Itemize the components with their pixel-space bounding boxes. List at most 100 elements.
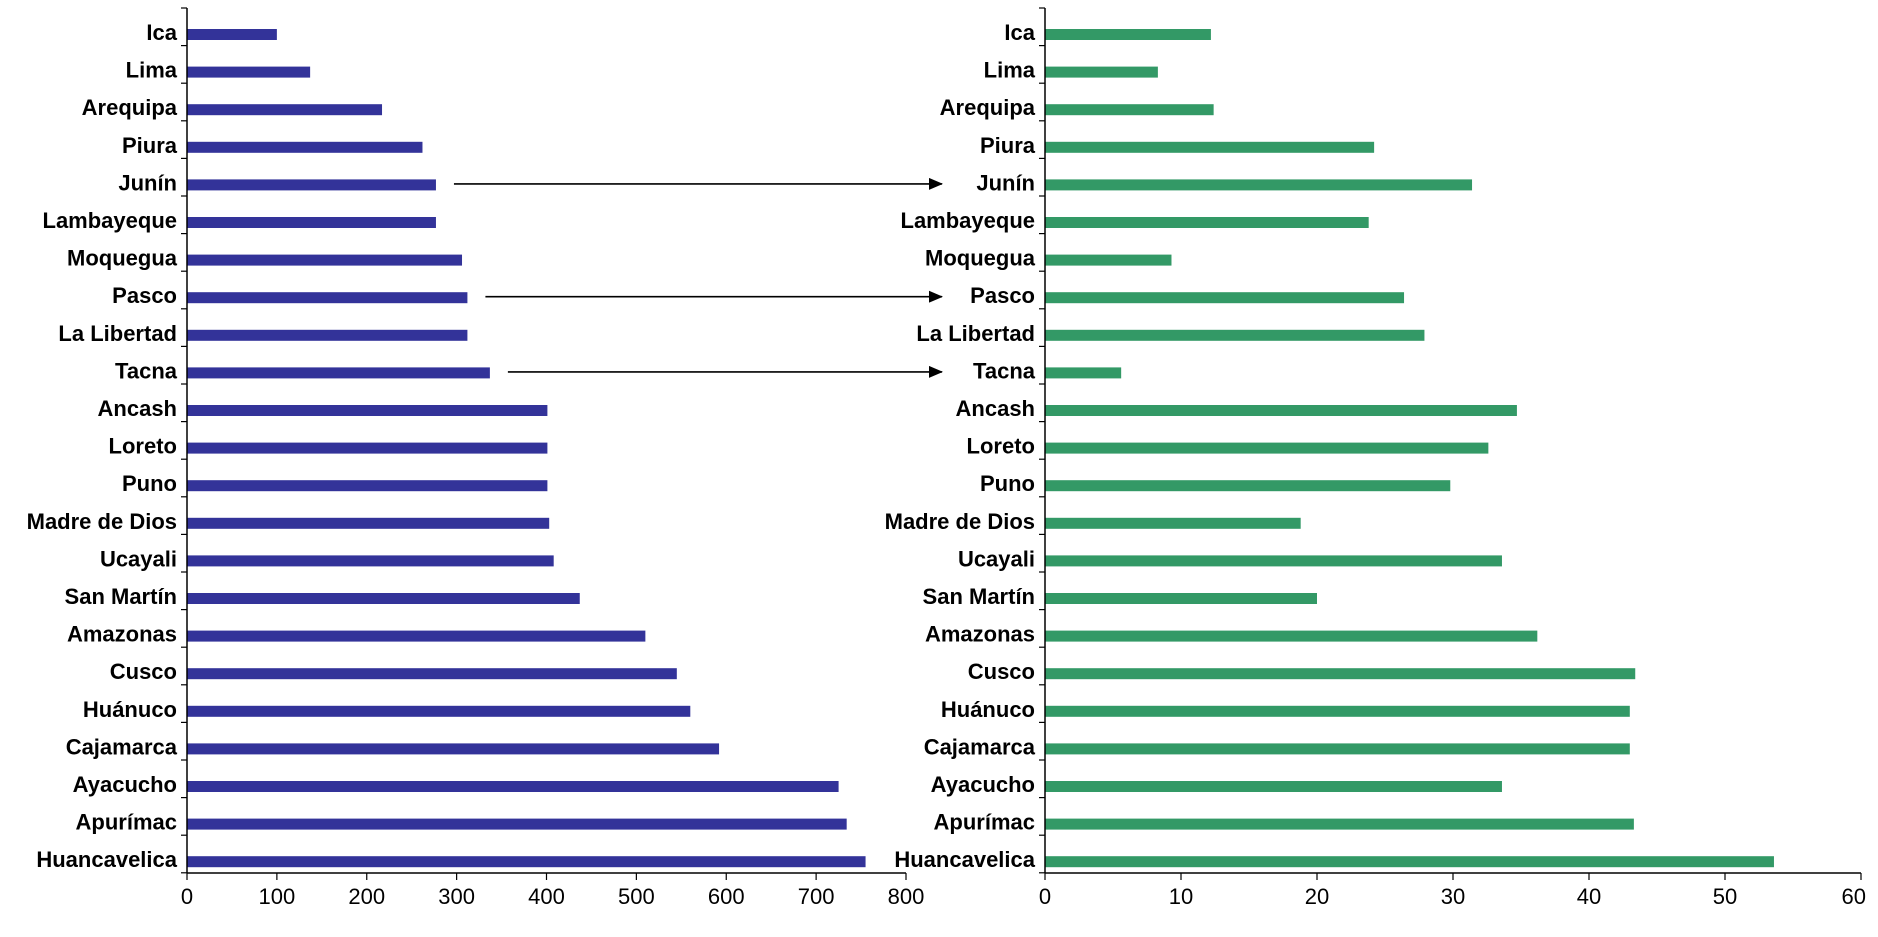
category-label-amazonas: Amazonas	[925, 622, 1035, 647]
bar-lima	[1045, 66, 1158, 78]
bar-puno	[1045, 480, 1451, 492]
category-label-apurimac: Apurímac	[76, 810, 177, 835]
x-tick-label-10: 10	[1169, 884, 1193, 909]
category-label-junin: Junín	[976, 170, 1035, 195]
category-label-ancash: Ancash	[956, 396, 1035, 421]
x-tick-label-700: 700	[798, 884, 835, 909]
bar-tacna	[187, 367, 490, 379]
category-label-amazonas: Amazonas	[67, 622, 177, 647]
x-tick-label-50: 50	[1713, 884, 1737, 909]
bar-apurimac	[1045, 818, 1634, 830]
x-tick-label-0: 0	[181, 884, 193, 909]
bar-amazonas	[187, 630, 646, 642]
category-label-moquegua: Moquegua	[925, 246, 1036, 271]
category-label-lambayeque: Lambayeque	[901, 208, 1036, 233]
category-label-huanuco: Huánuco	[941, 697, 1035, 722]
x-tick-label-600: 600	[708, 884, 745, 909]
bar-piura	[187, 141, 423, 153]
category-label-cusco: Cusco	[110, 659, 177, 684]
bar-moquegua	[187, 254, 463, 266]
category-label-tacna: Tacna	[115, 358, 178, 383]
bar-madre-de-dios	[187, 517, 550, 529]
category-label-puno: Puno	[122, 471, 177, 496]
bar-ica	[187, 29, 277, 40]
bar-cajamarca	[187, 743, 720, 755]
category-label-huancavelica: Huancavelica	[36, 847, 177, 872]
category-label-apurimac: Apurímac	[934, 810, 1035, 835]
category-label-puno: Puno	[980, 471, 1035, 496]
category-label-san-martin: San Martín	[65, 584, 177, 609]
bar-la-libertad	[1045, 329, 1425, 341]
left-bar-chart: Ica Lima Arequipa Piura Junín Lambayeque Moque…	[27, 7, 925, 909]
bar-ancash	[187, 405, 548, 416]
category-label-la-libertad: La Libertad	[58, 321, 177, 346]
category-label-moquegua: Moquegua	[67, 246, 178, 271]
category-label-madre-de-dios: Madre de Dios	[885, 509, 1035, 534]
category-label-ica: Ica	[146, 20, 177, 45]
x-tick-label-100: 100	[259, 884, 296, 909]
bar-cusco	[1045, 668, 1636, 680]
bar-cusco	[187, 668, 677, 680]
category-label-lambayeque: Lambayeque	[43, 208, 178, 233]
bar-madre-de-dios	[1045, 517, 1301, 529]
x-tick-label-400: 400	[528, 884, 565, 909]
bar-piura	[1045, 141, 1375, 153]
category-label-loreto: Loreto	[109, 434, 177, 459]
bar-ucayali	[187, 555, 554, 567]
bar-ica	[1045, 29, 1211, 40]
category-label-lima: Lima	[984, 58, 1036, 83]
category-label-la-libertad: La Libertad	[916, 321, 1035, 346]
x-tick-label-500: 500	[618, 884, 655, 909]
bar-san-martin	[187, 593, 580, 604]
bar-arequipa	[1045, 104, 1214, 116]
bar-ayacucho	[187, 781, 839, 792]
bar-lambayeque	[187, 217, 436, 228]
bar-cajamarca	[1045, 743, 1630, 755]
category-label-piura: Piura	[980, 133, 1036, 158]
comparison-arrows	[453, 177, 943, 378]
bar-moquegua	[1045, 254, 1172, 266]
bar-lambayeque	[1045, 217, 1369, 228]
category-label-ayacucho: Ayacucho	[73, 772, 177, 797]
bar-ayacucho	[1045, 781, 1502, 792]
bar-junin	[1045, 179, 1473, 191]
bar-la-libertad	[187, 329, 468, 341]
category-label-tacna: Tacna	[973, 358, 1036, 383]
category-label-ayacucho: Ayacucho	[931, 772, 1035, 797]
bar-tacna	[1045, 367, 1122, 379]
category-label-arequipa: Arequipa	[82, 95, 178, 120]
category-label-san-martin: San Martín	[923, 584, 1035, 609]
category-label-cusco: Cusco	[968, 659, 1035, 684]
category-label-piura: Piura	[122, 133, 178, 158]
category-label-cajamarca: Cajamarca	[66, 734, 178, 759]
x-tick-label-800: 800	[888, 884, 925, 909]
category-label-cajamarca: Cajamarca	[924, 734, 1036, 759]
category-label-junin: Junín	[118, 170, 177, 195]
bar-san-martin	[1045, 593, 1317, 604]
category-label-arequipa: Arequipa	[940, 95, 1036, 120]
bar-pasco	[1045, 292, 1405, 304]
category-label-pasco: Pasco	[970, 283, 1035, 308]
bar-apurimac	[187, 818, 847, 830]
bar-junin	[187, 179, 436, 191]
category-label-madre-de-dios: Madre de Dios	[27, 509, 177, 534]
category-label-ica: Ica	[1004, 20, 1035, 45]
bar-pasco	[187, 292, 468, 304]
bar-loreto	[187, 442, 548, 454]
category-label-huanuco: Huánuco	[83, 697, 177, 722]
bar-arequipa	[187, 104, 383, 116]
bar-huanuco	[1045, 705, 1630, 717]
x-tick-label-20: 20	[1305, 884, 1329, 909]
x-tick-label-60: 60	[1842, 884, 1866, 909]
x-tick-label-30: 30	[1441, 884, 1465, 909]
bar-ucayali	[1045, 555, 1502, 567]
bar-ancash	[1045, 405, 1517, 416]
bar-lima	[187, 66, 311, 78]
bar-huancavelica	[1045, 856, 1774, 868]
x-tick-label-300: 300	[438, 884, 475, 909]
x-tick-label-40: 40	[1577, 884, 1601, 909]
bar-huancavelica	[187, 856, 866, 868]
x-tick-label-0: 0	[1039, 884, 1051, 909]
